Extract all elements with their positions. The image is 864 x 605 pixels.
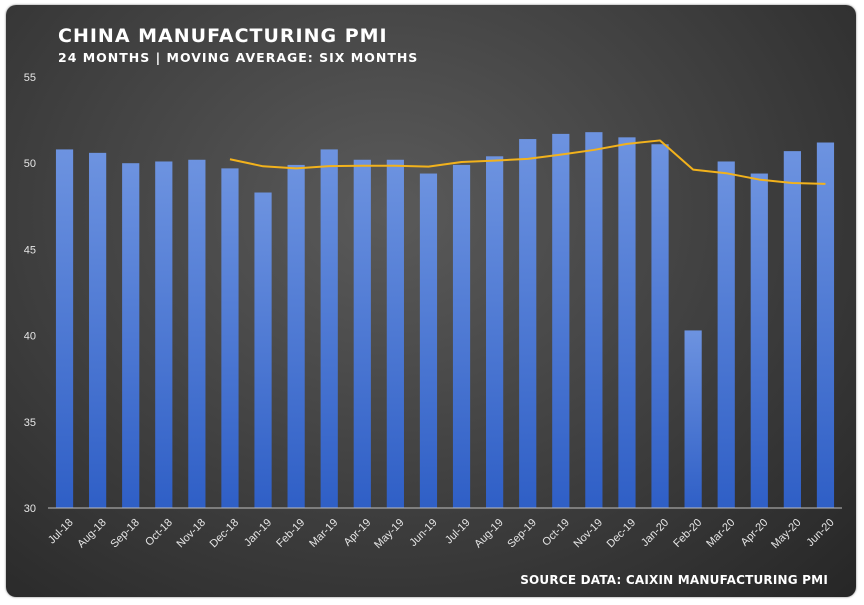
x-tick-label: Dec-19 xyxy=(605,517,639,551)
x-tick-label: Feb-20 xyxy=(671,517,704,550)
x-tick-label: Sep-18 xyxy=(108,517,142,551)
x-tick-label: Oct-19 xyxy=(540,517,572,549)
bar xyxy=(221,168,239,508)
moving-average-series xyxy=(229,139,826,185)
y-tick-label: 35 xyxy=(24,417,36,429)
x-tick-label: Aug-19 xyxy=(472,517,506,551)
bar-series xyxy=(55,132,835,509)
source-note: SOURCE DATA: CAIXIN MANUFACTURING PMI xyxy=(520,573,828,587)
y-tick-label: 30 xyxy=(24,503,36,515)
bar xyxy=(684,330,702,508)
bar xyxy=(717,161,735,509)
bar xyxy=(750,173,768,509)
y-tick-label: 55 xyxy=(24,72,36,84)
x-axis: Jul-18 Aug-18 Sep-18 Oct-18 Nov-18 Dec-18 Jan-… xyxy=(46,507,842,551)
x-tick-label: May-20 xyxy=(769,517,803,551)
y-axis: 30 35 40 45 50 55 xyxy=(24,72,36,515)
y-tick-label: 45 xyxy=(24,244,36,256)
bar xyxy=(816,142,835,508)
bar xyxy=(155,161,173,509)
y-tick-label: 40 xyxy=(24,331,36,343)
x-tick-label: Nov-18 xyxy=(175,517,209,551)
x-tick-label: Jul-19 xyxy=(443,517,473,547)
x-tick-label: Nov-19 xyxy=(572,517,606,551)
bar xyxy=(486,156,504,509)
x-tick-label: Jun-19 xyxy=(407,517,439,549)
bar xyxy=(519,139,537,508)
bar xyxy=(287,164,305,509)
chart-subtitle: 24 MONTHS | MOVING AVERAGE: SIX MONTHS xyxy=(58,50,419,65)
y-tick-label: 50 xyxy=(24,158,36,170)
x-tick-label: Oct-18 xyxy=(143,517,175,549)
x-tick-label: Jul-18 xyxy=(46,517,76,547)
moving-average-line xyxy=(229,139,826,185)
bar xyxy=(89,152,107,509)
x-tick-label: Dec-18 xyxy=(208,517,242,551)
bar xyxy=(320,149,338,508)
bar xyxy=(783,151,801,508)
x-tick-label: Sep-19 xyxy=(505,517,539,551)
bar xyxy=(585,132,603,509)
bar xyxy=(353,159,371,508)
bar xyxy=(552,133,570,508)
bar xyxy=(419,173,438,509)
chart-title: CHINA MANUFACTURING PMI xyxy=(58,25,388,47)
x-tick-label: Mar-20 xyxy=(704,517,737,550)
x-tick-label: Mar-19 xyxy=(307,517,340,550)
bar xyxy=(618,137,636,508)
x-tick-label: Feb-19 xyxy=(274,517,307,550)
x-tick-label: Jan-20 xyxy=(639,517,671,549)
bar xyxy=(386,159,404,508)
x-tick-label: Apr-19 xyxy=(342,517,374,549)
bar xyxy=(188,159,206,508)
x-tick-label: May-19 xyxy=(372,517,406,551)
x-tick-label: Aug-18 xyxy=(75,517,109,551)
bar xyxy=(254,192,272,508)
bar xyxy=(55,149,74,508)
x-tick-label: Jun-20 xyxy=(804,517,836,549)
x-tick-label: Jan-19 xyxy=(242,517,274,549)
bar xyxy=(122,163,140,508)
bar xyxy=(651,144,669,509)
x-tick-label: Apr-20 xyxy=(739,517,771,549)
bar xyxy=(452,164,471,509)
